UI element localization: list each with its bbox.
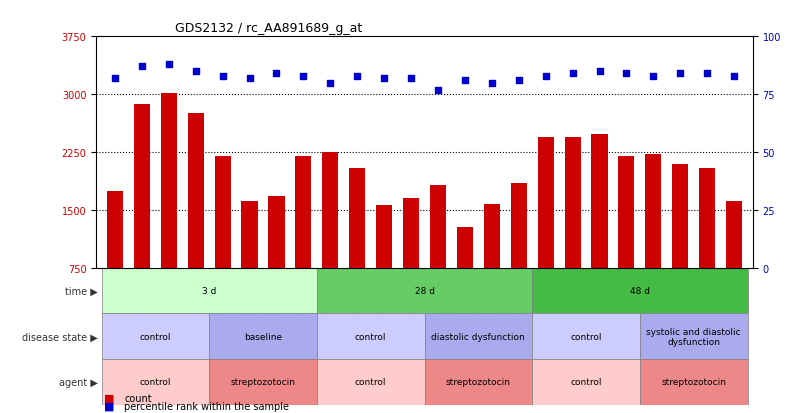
Text: disease state ▶: disease state ▶ — [22, 332, 98, 342]
Text: control: control — [355, 332, 386, 341]
Point — [324, 80, 336, 87]
Text: control: control — [139, 332, 171, 341]
FancyBboxPatch shape — [425, 314, 532, 359]
Text: time ▶: time ▶ — [65, 286, 98, 296]
Point — [189, 69, 202, 75]
Point — [727, 73, 740, 80]
FancyBboxPatch shape — [425, 359, 532, 405]
Text: control: control — [355, 377, 386, 387]
FancyBboxPatch shape — [532, 359, 640, 405]
Text: streptozotocin: streptozotocin — [231, 377, 296, 387]
Bar — [403, 199, 419, 326]
Bar — [672, 164, 688, 326]
Bar — [376, 205, 392, 326]
FancyBboxPatch shape — [209, 314, 317, 359]
FancyBboxPatch shape — [640, 359, 747, 405]
Text: diastolic dysfunction: diastolic dysfunction — [432, 332, 525, 341]
Point — [593, 69, 606, 75]
Point — [109, 76, 122, 82]
Bar — [215, 157, 231, 326]
Bar — [134, 105, 150, 326]
Bar — [646, 155, 662, 326]
Text: control: control — [570, 377, 602, 387]
Text: baseline: baseline — [244, 332, 282, 341]
Point — [513, 78, 525, 84]
Bar — [241, 201, 258, 326]
Bar — [322, 153, 338, 326]
Point — [674, 71, 686, 78]
Text: control: control — [139, 377, 171, 387]
FancyBboxPatch shape — [317, 314, 425, 359]
Point — [244, 76, 256, 82]
Point — [163, 62, 175, 68]
Bar — [457, 228, 473, 326]
Text: ■: ■ — [104, 401, 115, 411]
Text: streptozotocin: streptozotocin — [661, 377, 727, 387]
Bar — [107, 191, 123, 326]
Point — [378, 76, 391, 82]
Point — [351, 73, 364, 80]
Point — [647, 73, 660, 80]
Bar — [296, 157, 312, 326]
FancyBboxPatch shape — [317, 268, 532, 314]
Point — [432, 87, 445, 94]
Text: count: count — [124, 393, 151, 403]
Point — [135, 64, 148, 71]
Bar — [268, 197, 284, 326]
Text: ■: ■ — [104, 393, 115, 403]
Point — [458, 78, 471, 84]
Point — [701, 71, 714, 78]
Point — [216, 73, 229, 80]
Point — [270, 71, 283, 78]
Bar — [161, 93, 177, 326]
Bar — [187, 114, 203, 326]
Text: percentile rank within the sample: percentile rank within the sample — [124, 401, 289, 411]
Point — [539, 73, 552, 80]
Text: control: control — [570, 332, 602, 341]
Point — [620, 71, 633, 78]
Bar — [565, 137, 581, 326]
Point — [297, 73, 310, 80]
Bar — [349, 168, 365, 326]
Point — [485, 80, 498, 87]
Bar — [618, 157, 634, 326]
Text: agent ▶: agent ▶ — [58, 377, 98, 387]
FancyBboxPatch shape — [532, 314, 640, 359]
FancyBboxPatch shape — [102, 359, 209, 405]
Bar — [537, 137, 553, 326]
Text: streptozotocin: streptozotocin — [446, 377, 511, 387]
Bar — [591, 135, 608, 326]
Bar — [430, 186, 446, 326]
Text: 3 d: 3 d — [202, 287, 216, 295]
Bar — [699, 168, 715, 326]
Text: 48 d: 48 d — [630, 287, 650, 295]
FancyBboxPatch shape — [102, 314, 209, 359]
Bar — [726, 201, 743, 326]
Text: systolic and diastolic
dysfunction: systolic and diastolic dysfunction — [646, 327, 741, 346]
FancyBboxPatch shape — [317, 359, 425, 405]
Point — [405, 76, 417, 82]
FancyBboxPatch shape — [640, 314, 747, 359]
FancyBboxPatch shape — [209, 359, 317, 405]
Point — [566, 71, 579, 78]
Bar — [511, 183, 527, 326]
FancyBboxPatch shape — [532, 268, 747, 314]
Bar — [484, 204, 500, 326]
Text: GDS2132 / rc_AA891689_g_at: GDS2132 / rc_AA891689_g_at — [175, 21, 362, 35]
FancyBboxPatch shape — [102, 268, 317, 314]
Text: 28 d: 28 d — [415, 287, 434, 295]
